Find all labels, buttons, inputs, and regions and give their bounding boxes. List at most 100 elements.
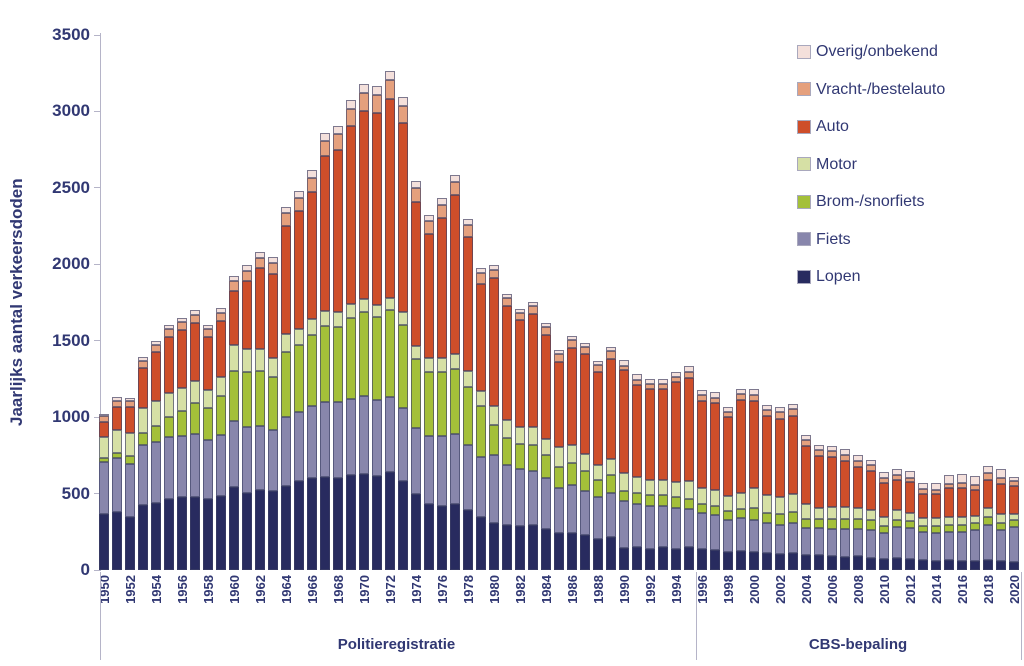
segment-auto bbox=[567, 347, 577, 445]
segment-lopen bbox=[580, 534, 590, 570]
segment-overig_onbekend bbox=[853, 455, 863, 461]
segment-lopen bbox=[255, 489, 265, 570]
bar-1950 bbox=[99, 413, 109, 570]
segment-overig_onbekend bbox=[424, 215, 434, 222]
bar-2007 bbox=[840, 449, 850, 570]
x-tick-slot: 2002 bbox=[773, 575, 788, 621]
segment-brom_snorfiets bbox=[255, 370, 265, 427]
bar-1991 bbox=[632, 374, 642, 570]
segment-fiets bbox=[554, 488, 564, 533]
segment-lopen bbox=[619, 547, 629, 570]
segment-auto bbox=[372, 112, 382, 305]
segment-brom_snorfiets bbox=[606, 475, 616, 493]
segment-overig_onbekend bbox=[905, 470, 915, 478]
legend-label: Overig/onbekend bbox=[816, 43, 938, 60]
segment-lopen bbox=[320, 476, 330, 570]
x-tick-slot bbox=[840, 575, 850, 621]
segment-vracht_bestelauto bbox=[892, 475, 902, 481]
bar-1960 bbox=[229, 275, 239, 570]
segment-lopen bbox=[164, 498, 174, 570]
segment-motor bbox=[320, 310, 330, 327]
segment-fiets bbox=[437, 436, 447, 506]
segment-fiets bbox=[216, 434, 226, 496]
x-tick-label: 1972 bbox=[382, 575, 398, 604]
segment-overig_onbekend bbox=[372, 85, 382, 95]
segment-motor bbox=[385, 297, 395, 311]
segment-overig_onbekend bbox=[983, 466, 993, 474]
segment-brom_snorfiets bbox=[385, 310, 395, 398]
x-tick-slot: 2020 bbox=[1006, 575, 1022, 621]
x-tick-label: 1992 bbox=[642, 575, 658, 604]
segment-auto bbox=[346, 126, 356, 305]
segment-auto bbox=[255, 268, 265, 350]
segment-auto bbox=[970, 489, 980, 516]
segment-lopen bbox=[931, 560, 941, 570]
segment-vracht_bestelauto bbox=[840, 454, 850, 461]
segment-motor bbox=[697, 487, 707, 505]
x-tick-slot: 1992 bbox=[642, 575, 658, 621]
segment-lopen bbox=[242, 492, 252, 570]
segment-lopen bbox=[957, 560, 967, 570]
segment-auto bbox=[957, 487, 967, 517]
segment-auto bbox=[424, 234, 434, 359]
bar-1964 bbox=[281, 207, 291, 570]
segment-motor bbox=[632, 476, 642, 493]
bar-1985 bbox=[554, 350, 564, 570]
bar-2003 bbox=[788, 403, 798, 570]
segment-vracht_bestelauto bbox=[489, 269, 499, 279]
segment-brom_snorfiets bbox=[307, 335, 317, 406]
bar-1987 bbox=[580, 343, 590, 570]
x-tick-slot: 1990 bbox=[617, 575, 632, 621]
x-tick-slot: 1964 bbox=[279, 575, 294, 621]
bar-2002 bbox=[775, 407, 785, 570]
bar-2015 bbox=[944, 475, 954, 570]
x-tick-slot: 2018 bbox=[980, 575, 996, 621]
segment-motor bbox=[190, 381, 200, 404]
x-tick-label: 2018 bbox=[980, 575, 996, 604]
segment-overig_onbekend bbox=[671, 371, 681, 378]
segment-brom_snorfiets bbox=[879, 526, 889, 534]
legend-swatch bbox=[797, 44, 811, 59]
segment-overig_onbekend bbox=[619, 359, 629, 366]
segment-motor bbox=[606, 459, 616, 476]
segment-vracht_bestelauto bbox=[801, 439, 811, 446]
segment-vracht_bestelauto bbox=[853, 460, 863, 467]
segment-fiets bbox=[229, 420, 239, 487]
segment-brom_snorfiets bbox=[437, 372, 447, 437]
segment-motor bbox=[775, 497, 785, 515]
segment-vracht_bestelauto bbox=[736, 394, 746, 401]
segment-overig_onbekend bbox=[879, 472, 889, 479]
segment-vracht_bestelauto bbox=[359, 92, 369, 111]
segment-vracht_bestelauto bbox=[242, 270, 252, 282]
x-tick-slot: 1952 bbox=[123, 575, 138, 621]
segment-overig_onbekend bbox=[268, 257, 278, 263]
segment-fiets bbox=[502, 465, 512, 525]
bar-1962 bbox=[255, 251, 265, 570]
x-tick-label: 1956 bbox=[174, 575, 190, 604]
segment-vracht_bestelauto bbox=[528, 306, 538, 314]
segment-fiets bbox=[268, 430, 278, 491]
segment-auto bbox=[788, 415, 798, 495]
bar-2011 bbox=[892, 469, 902, 570]
segment-motor bbox=[229, 345, 239, 371]
segment-auto bbox=[593, 371, 603, 465]
bar-1986 bbox=[567, 336, 577, 570]
segment-lopen bbox=[710, 550, 720, 570]
segment-fiets bbox=[515, 469, 525, 526]
segment-lopen bbox=[983, 560, 993, 570]
segment-overig_onbekend bbox=[177, 317, 187, 322]
y-tick-mark bbox=[94, 263, 100, 265]
x-tick-label: 1960 bbox=[226, 575, 242, 604]
segment-fiets bbox=[190, 433, 200, 497]
x-tick-label: 2020 bbox=[1006, 575, 1022, 604]
segment-vracht_bestelauto bbox=[476, 272, 486, 284]
bar-2019 bbox=[996, 469, 1006, 570]
bar-2013 bbox=[918, 482, 928, 570]
segment-overig_onbekend bbox=[541, 323, 551, 328]
segment-lopen bbox=[1009, 561, 1019, 570]
x-tick-label: 2006 bbox=[824, 575, 840, 604]
segment-motor bbox=[840, 507, 850, 519]
segment-auto bbox=[723, 417, 733, 496]
segment-fiets bbox=[307, 405, 317, 479]
segment-motor bbox=[372, 304, 382, 318]
